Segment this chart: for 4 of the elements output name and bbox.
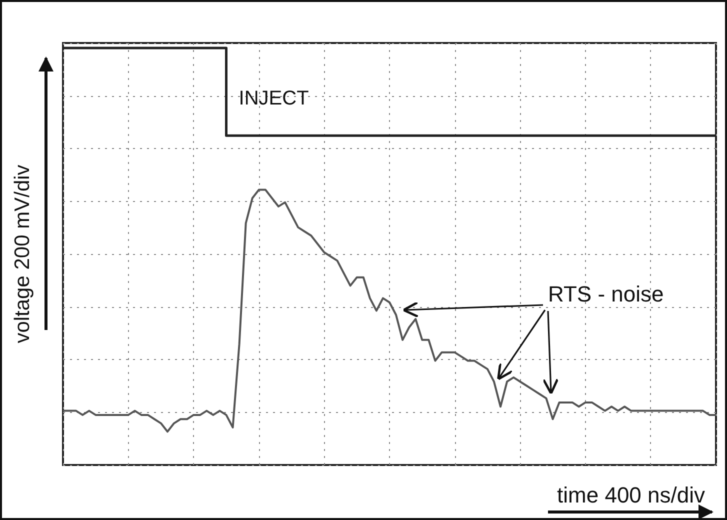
series-label: INJECT (238, 88, 309, 110)
y-axis-title: voltage 200 mV/div (11, 164, 34, 344)
annotation: RTS - noise (548, 282, 664, 306)
x-axis-title: time 400 ns/div (557, 482, 706, 508)
